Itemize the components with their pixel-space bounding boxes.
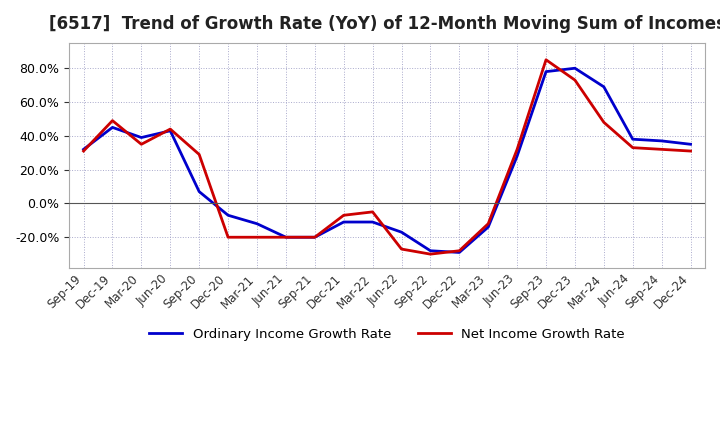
Net Income Growth Rate: [541, 57, 550, 62]
Ordinary Income Growth Rate: [108, 125, 117, 130]
Net Income Growth Rate: [195, 152, 204, 157]
Line: Net Income Growth Rate: Net Income Growth Rate: [84, 60, 690, 254]
Net Income Growth Rate: [686, 148, 695, 154]
Ordinary Income Growth Rate: [600, 84, 608, 89]
Net Income Growth Rate: [282, 235, 290, 240]
Net Income Growth Rate: [224, 235, 233, 240]
Net Income Growth Rate: [571, 77, 580, 83]
Ordinary Income Growth Rate: [310, 235, 319, 240]
Ordinary Income Growth Rate: [224, 213, 233, 218]
Net Income Growth Rate: [108, 118, 117, 123]
Ordinary Income Growth Rate: [253, 221, 261, 226]
Ordinary Income Growth Rate: [484, 224, 492, 230]
Line: Ordinary Income Growth Rate: Ordinary Income Growth Rate: [84, 68, 690, 253]
Net Income Growth Rate: [426, 252, 435, 257]
Net Income Growth Rate: [310, 235, 319, 240]
Legend: Ordinary Income Growth Rate, Net Income Growth Rate: Ordinary Income Growth Rate, Net Income …: [144, 323, 630, 346]
Ordinary Income Growth Rate: [513, 154, 521, 159]
Ordinary Income Growth Rate: [282, 235, 290, 240]
Net Income Growth Rate: [629, 145, 637, 150]
Ordinary Income Growth Rate: [79, 147, 88, 152]
Ordinary Income Growth Rate: [426, 248, 435, 253]
Ordinary Income Growth Rate: [166, 128, 174, 133]
Net Income Growth Rate: [253, 235, 261, 240]
Net Income Growth Rate: [166, 126, 174, 132]
Net Income Growth Rate: [600, 120, 608, 125]
Net Income Growth Rate: [397, 246, 406, 252]
Net Income Growth Rate: [455, 248, 464, 253]
Ordinary Income Growth Rate: [455, 250, 464, 255]
Ordinary Income Growth Rate: [629, 136, 637, 142]
Net Income Growth Rate: [657, 147, 666, 152]
Ordinary Income Growth Rate: [686, 142, 695, 147]
Ordinary Income Growth Rate: [657, 138, 666, 143]
Ordinary Income Growth Rate: [368, 220, 377, 225]
Ordinary Income Growth Rate: [339, 220, 348, 225]
Net Income Growth Rate: [513, 147, 521, 152]
Net Income Growth Rate: [79, 148, 88, 154]
Net Income Growth Rate: [368, 209, 377, 215]
Ordinary Income Growth Rate: [541, 69, 550, 74]
Ordinary Income Growth Rate: [397, 230, 406, 235]
Ordinary Income Growth Rate: [137, 135, 145, 140]
Ordinary Income Growth Rate: [195, 189, 204, 194]
Ordinary Income Growth Rate: [571, 66, 580, 71]
Title: [6517]  Trend of Growth Rate (YoY) of 12-Month Moving Sum of Incomes: [6517] Trend of Growth Rate (YoY) of 12-…: [48, 15, 720, 33]
Net Income Growth Rate: [339, 213, 348, 218]
Net Income Growth Rate: [137, 142, 145, 147]
Net Income Growth Rate: [484, 221, 492, 226]
